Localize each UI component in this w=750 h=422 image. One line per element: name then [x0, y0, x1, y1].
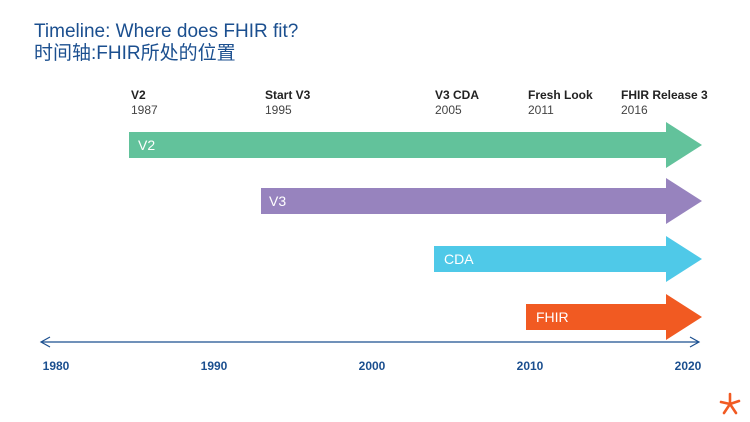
milestone-v3-cda: V3 CDA 2005	[435, 88, 479, 118]
milestone-year: 2011	[528, 103, 554, 117]
milestone-year: 2005	[435, 103, 462, 117]
milestone-name: V3 CDA	[435, 88, 480, 102]
arrow-cda-shape	[434, 236, 702, 282]
star-logo-strokes	[719, 392, 741, 415]
milestone-year: 1995	[265, 103, 292, 117]
milestone-name: FHIR Release 3	[621, 88, 708, 102]
arrow-v2-shape	[129, 122, 702, 168]
axis-right-arrow-icon	[689, 336, 701, 348]
milestone-v2: V2 1987	[131, 88, 158, 118]
arrow-v2-polygon	[129, 122, 702, 168]
arrow-fhir-polygon	[526, 294, 702, 340]
milestone-fhir-release-3: FHIR Release 3 2016	[621, 88, 708, 118]
milestone-year: 1987	[131, 103, 158, 117]
arrow-cda: CDA	[434, 236, 702, 282]
arrow-cda-label: CDA	[444, 251, 474, 267]
timeline-axis	[39, 336, 701, 348]
milestone-name: Start V3	[265, 88, 311, 102]
milestone-fresh-look: Fresh Look 2011	[528, 88, 593, 118]
star-logo-icon	[719, 392, 741, 415]
arrow-v3-shape	[261, 178, 702, 224]
axis-left-arrow-icon	[39, 336, 51, 348]
arrow-v3-label: V3	[269, 193, 287, 209]
arrow-fhir: FHIR	[526, 294, 702, 340]
axis-tick-2010: 2010	[516, 359, 544, 373]
title-english: Timeline: Where does FHIR fit?	[34, 21, 299, 42]
axis-tick-2000: 2000	[358, 359, 386, 373]
arrow-fhir-label: FHIR	[536, 309, 569, 325]
arrow-v3-polygon	[261, 178, 702, 224]
arrow-cda-polygon	[434, 236, 702, 282]
axis-tick-1990: 1990	[200, 359, 228, 373]
slide-title: Timeline: Where does FHIR fit? 时间轴:FHIR所…	[34, 21, 298, 65]
axis-tick-2020: 2020	[674, 359, 702, 373]
milestone-name: V2	[131, 88, 146, 102]
title-chinese: 时间轴:FHIR所处的位置	[34, 43, 236, 64]
milestone-name: Fresh Look	[528, 88, 593, 102]
axis-tick-1980: 1980	[42, 359, 70, 373]
milestone-start-v3: Start V3 1995	[265, 88, 310, 118]
arrow-v2: V2	[129, 122, 702, 168]
arrow-v2-label: V2	[138, 137, 156, 153]
arrow-fhir-shape	[526, 294, 702, 340]
milestone-year: 2016	[621, 103, 648, 117]
arrow-v3: V3	[261, 178, 702, 224]
